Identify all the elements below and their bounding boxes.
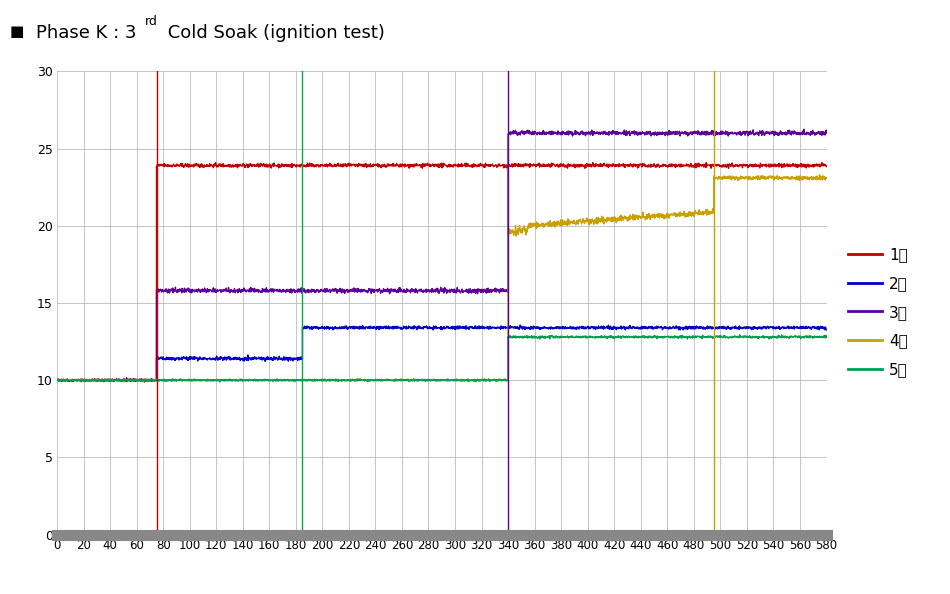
Text: ■: ■ bbox=[10, 24, 24, 39]
Text: Cold Soak (ignition test): Cold Soak (ignition test) bbox=[162, 24, 386, 42]
Legend: 1번, 2번, 3번, 4번, 5번: 1번, 2번, 3번, 4번, 5번 bbox=[842, 241, 914, 383]
Text: Phase K : 3: Phase K : 3 bbox=[36, 24, 137, 42]
Text: rd: rd bbox=[145, 15, 159, 28]
